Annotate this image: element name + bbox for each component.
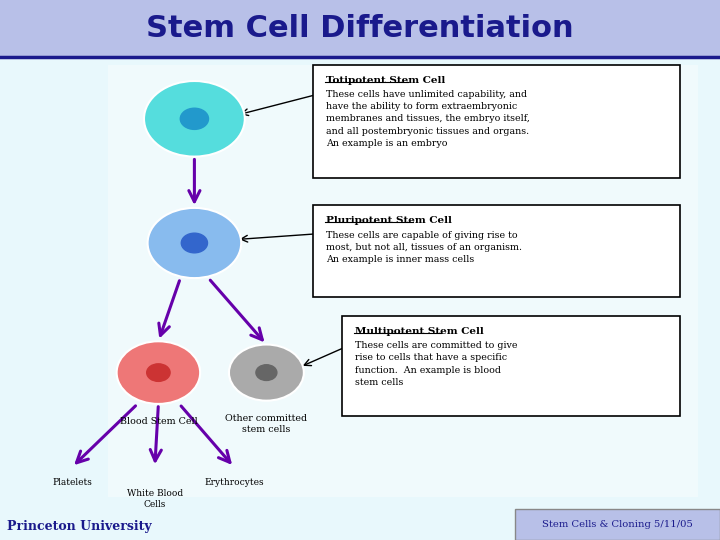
Circle shape	[180, 108, 209, 130]
Text: Other committed
stem cells: Other committed stem cells	[225, 414, 307, 434]
FancyBboxPatch shape	[515, 509, 720, 540]
Text: Stem Cells & Cloning 5/11/05: Stem Cells & Cloning 5/11/05	[541, 520, 693, 529]
Text: Erythrocytes: Erythrocytes	[204, 478, 264, 487]
Text: Multipotent Stem Cell: Multipotent Stem Cell	[355, 327, 484, 336]
Text: Platelets: Platelets	[52, 478, 92, 487]
Text: Stem Cell Differentiation: Stem Cell Differentiation	[146, 14, 574, 43]
Text: These cells have unlimited capability, and
have the ability to form extraembryon: These cells have unlimited capability, a…	[326, 90, 530, 148]
Circle shape	[147, 364, 170, 381]
FancyBboxPatch shape	[108, 65, 698, 497]
FancyBboxPatch shape	[313, 65, 680, 178]
FancyBboxPatch shape	[0, 0, 720, 57]
FancyBboxPatch shape	[313, 205, 680, 297]
Circle shape	[144, 81, 245, 157]
Text: These cells are committed to give
rise to cells that have a specific
function.  : These cells are committed to give rise t…	[355, 341, 518, 387]
Circle shape	[256, 364, 277, 381]
Text: Totipotent Stem Cell: Totipotent Stem Cell	[326, 76, 446, 85]
Text: Princeton University: Princeton University	[7, 520, 152, 533]
FancyBboxPatch shape	[342, 316, 680, 416]
Text: White Blood
Cells: White Blood Cells	[127, 489, 183, 509]
Text: Pluripotent Stem Cell: Pluripotent Stem Cell	[326, 216, 452, 225]
Circle shape	[117, 341, 200, 404]
Circle shape	[181, 233, 207, 253]
Circle shape	[229, 345, 304, 401]
Text: These cells are capable of giving rise to
most, but not all, tissues of an organ: These cells are capable of giving rise t…	[326, 231, 522, 264]
Text: Blood Stem Cell: Blood Stem Cell	[120, 417, 197, 427]
Circle shape	[148, 208, 241, 278]
